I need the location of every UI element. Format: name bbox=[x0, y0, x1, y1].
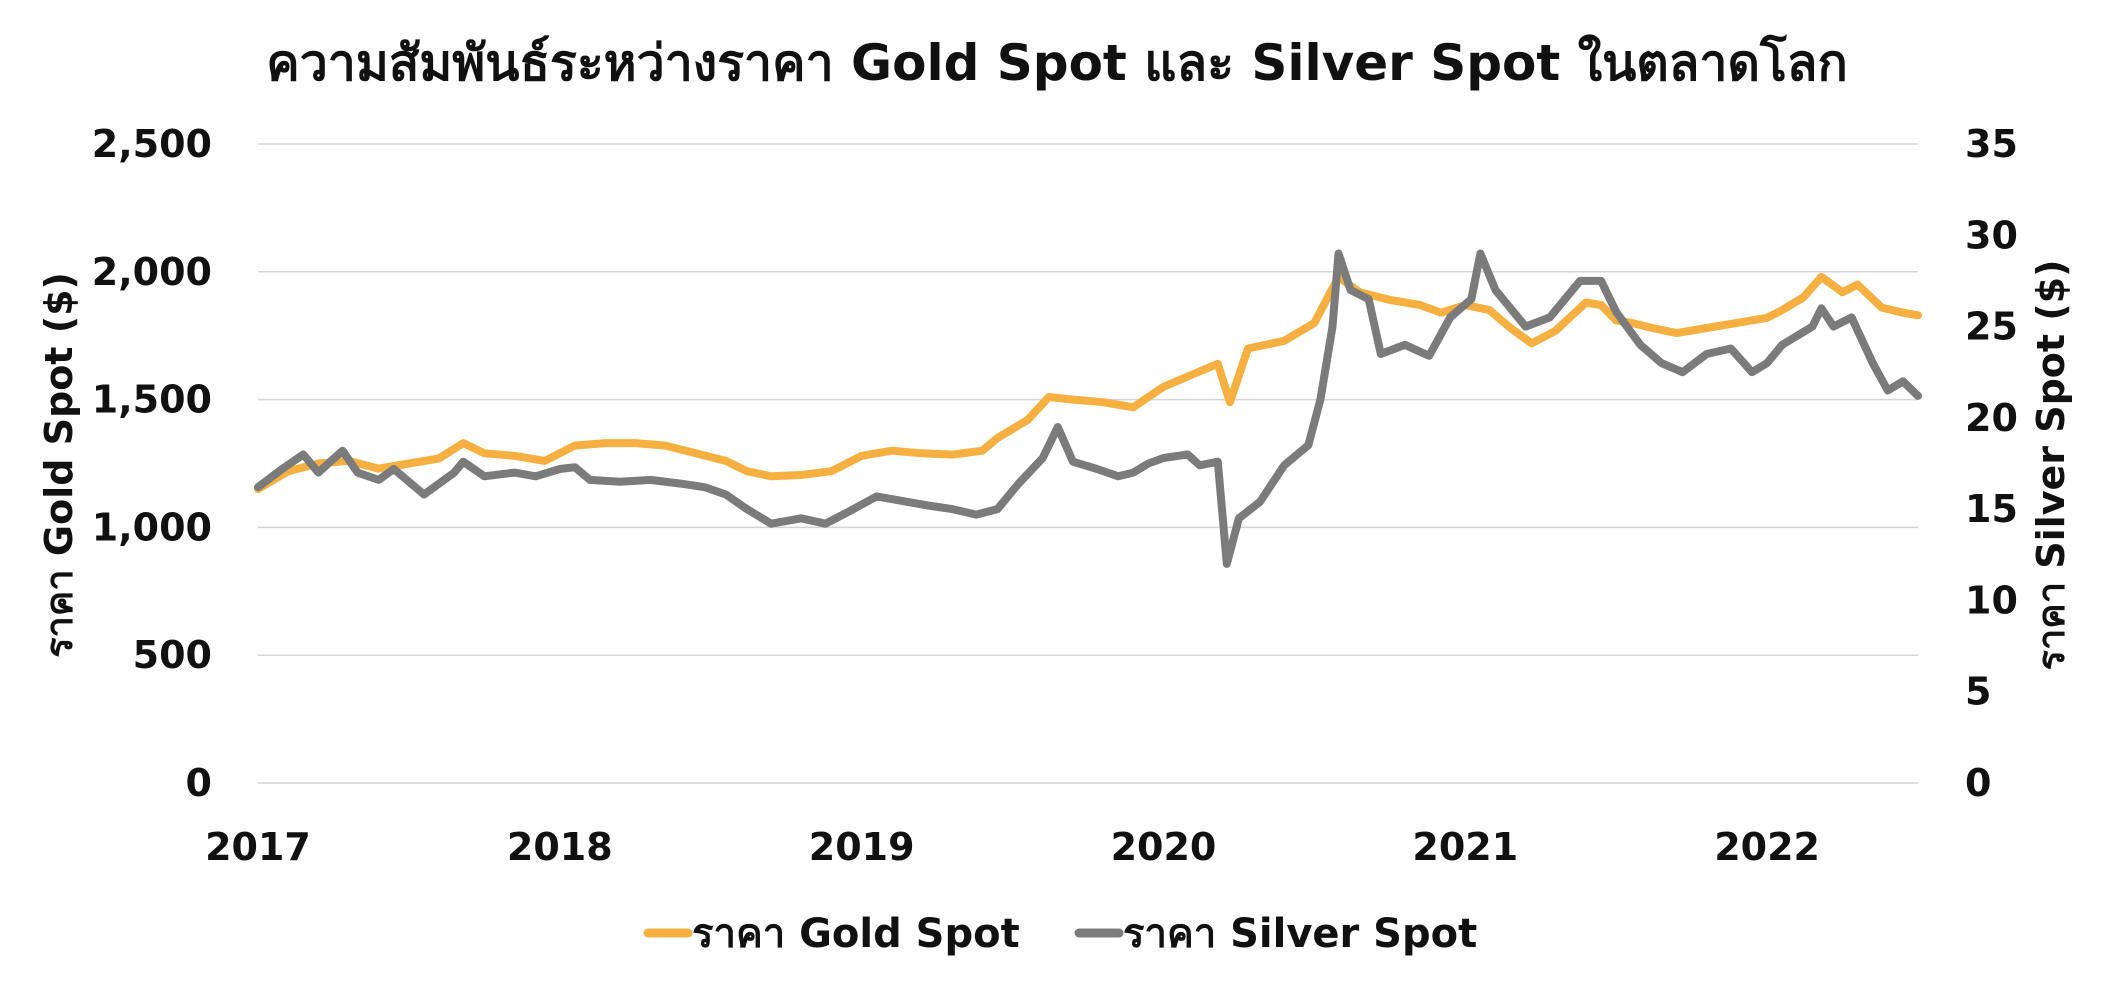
right-tick-label: 20 bbox=[1965, 396, 2018, 440]
right-tick-label: 35 bbox=[1965, 122, 2018, 166]
right-axis-title: ราคา Silver Spot ($) bbox=[2029, 260, 2073, 671]
x-tick-label: 2019 bbox=[809, 825, 915, 869]
left-tick-label: 0 bbox=[186, 761, 212, 805]
left-tick-label: 1,000 bbox=[92, 505, 212, 549]
series-line-silver bbox=[254, 249, 1922, 568]
left-tick-label: 500 bbox=[133, 633, 212, 677]
left-tick-label: 1,500 bbox=[92, 378, 212, 422]
x-tick-label: 2021 bbox=[1412, 825, 1518, 869]
legend: ราคา Gold Spot ราคา Silver Spot bbox=[643, 911, 1477, 957]
chart-title: ความสัมพันธ์ระหว่างราคา Gold Spot และ Si… bbox=[266, 33, 1847, 92]
left-tick-label: 2,000 bbox=[92, 250, 212, 294]
left-tick-label: 2,500 bbox=[92, 122, 212, 166]
right-axis-ticks: 0 5 10 15 20 25 30 35 bbox=[1965, 122, 2018, 805]
left-axis-title: ราคา Gold Spot ($) bbox=[37, 272, 81, 658]
series-layer bbox=[254, 249, 1922, 568]
right-tick-label: 10 bbox=[1965, 578, 2018, 622]
legend-label-gold: ราคา Gold Spot bbox=[692, 911, 1020, 957]
right-tick-label: 30 bbox=[1965, 213, 2018, 257]
legend-label-silver: ราคา Silver Spot bbox=[1123, 911, 1477, 957]
series-line-gold bbox=[254, 272, 1922, 494]
right-tick-label: 5 bbox=[1965, 670, 1991, 714]
right-tick-label: 0 bbox=[1965, 761, 1991, 805]
gridlines bbox=[258, 143, 1918, 784]
x-tick-label: 2022 bbox=[1714, 825, 1820, 869]
x-tick-label: 2020 bbox=[1111, 825, 1217, 869]
x-axis-ticks: 2017 2018 2019 2020 2021 2022 bbox=[205, 825, 1820, 869]
right-tick-label: 15 bbox=[1965, 487, 2018, 531]
left-axis-ticks: 0 500 1,000 1,500 2,000 2,500 bbox=[92, 122, 212, 805]
right-tick-label: 25 bbox=[1965, 305, 2018, 349]
x-tick-label: 2018 bbox=[507, 825, 613, 869]
x-tick-label: 2017 bbox=[205, 825, 311, 869]
